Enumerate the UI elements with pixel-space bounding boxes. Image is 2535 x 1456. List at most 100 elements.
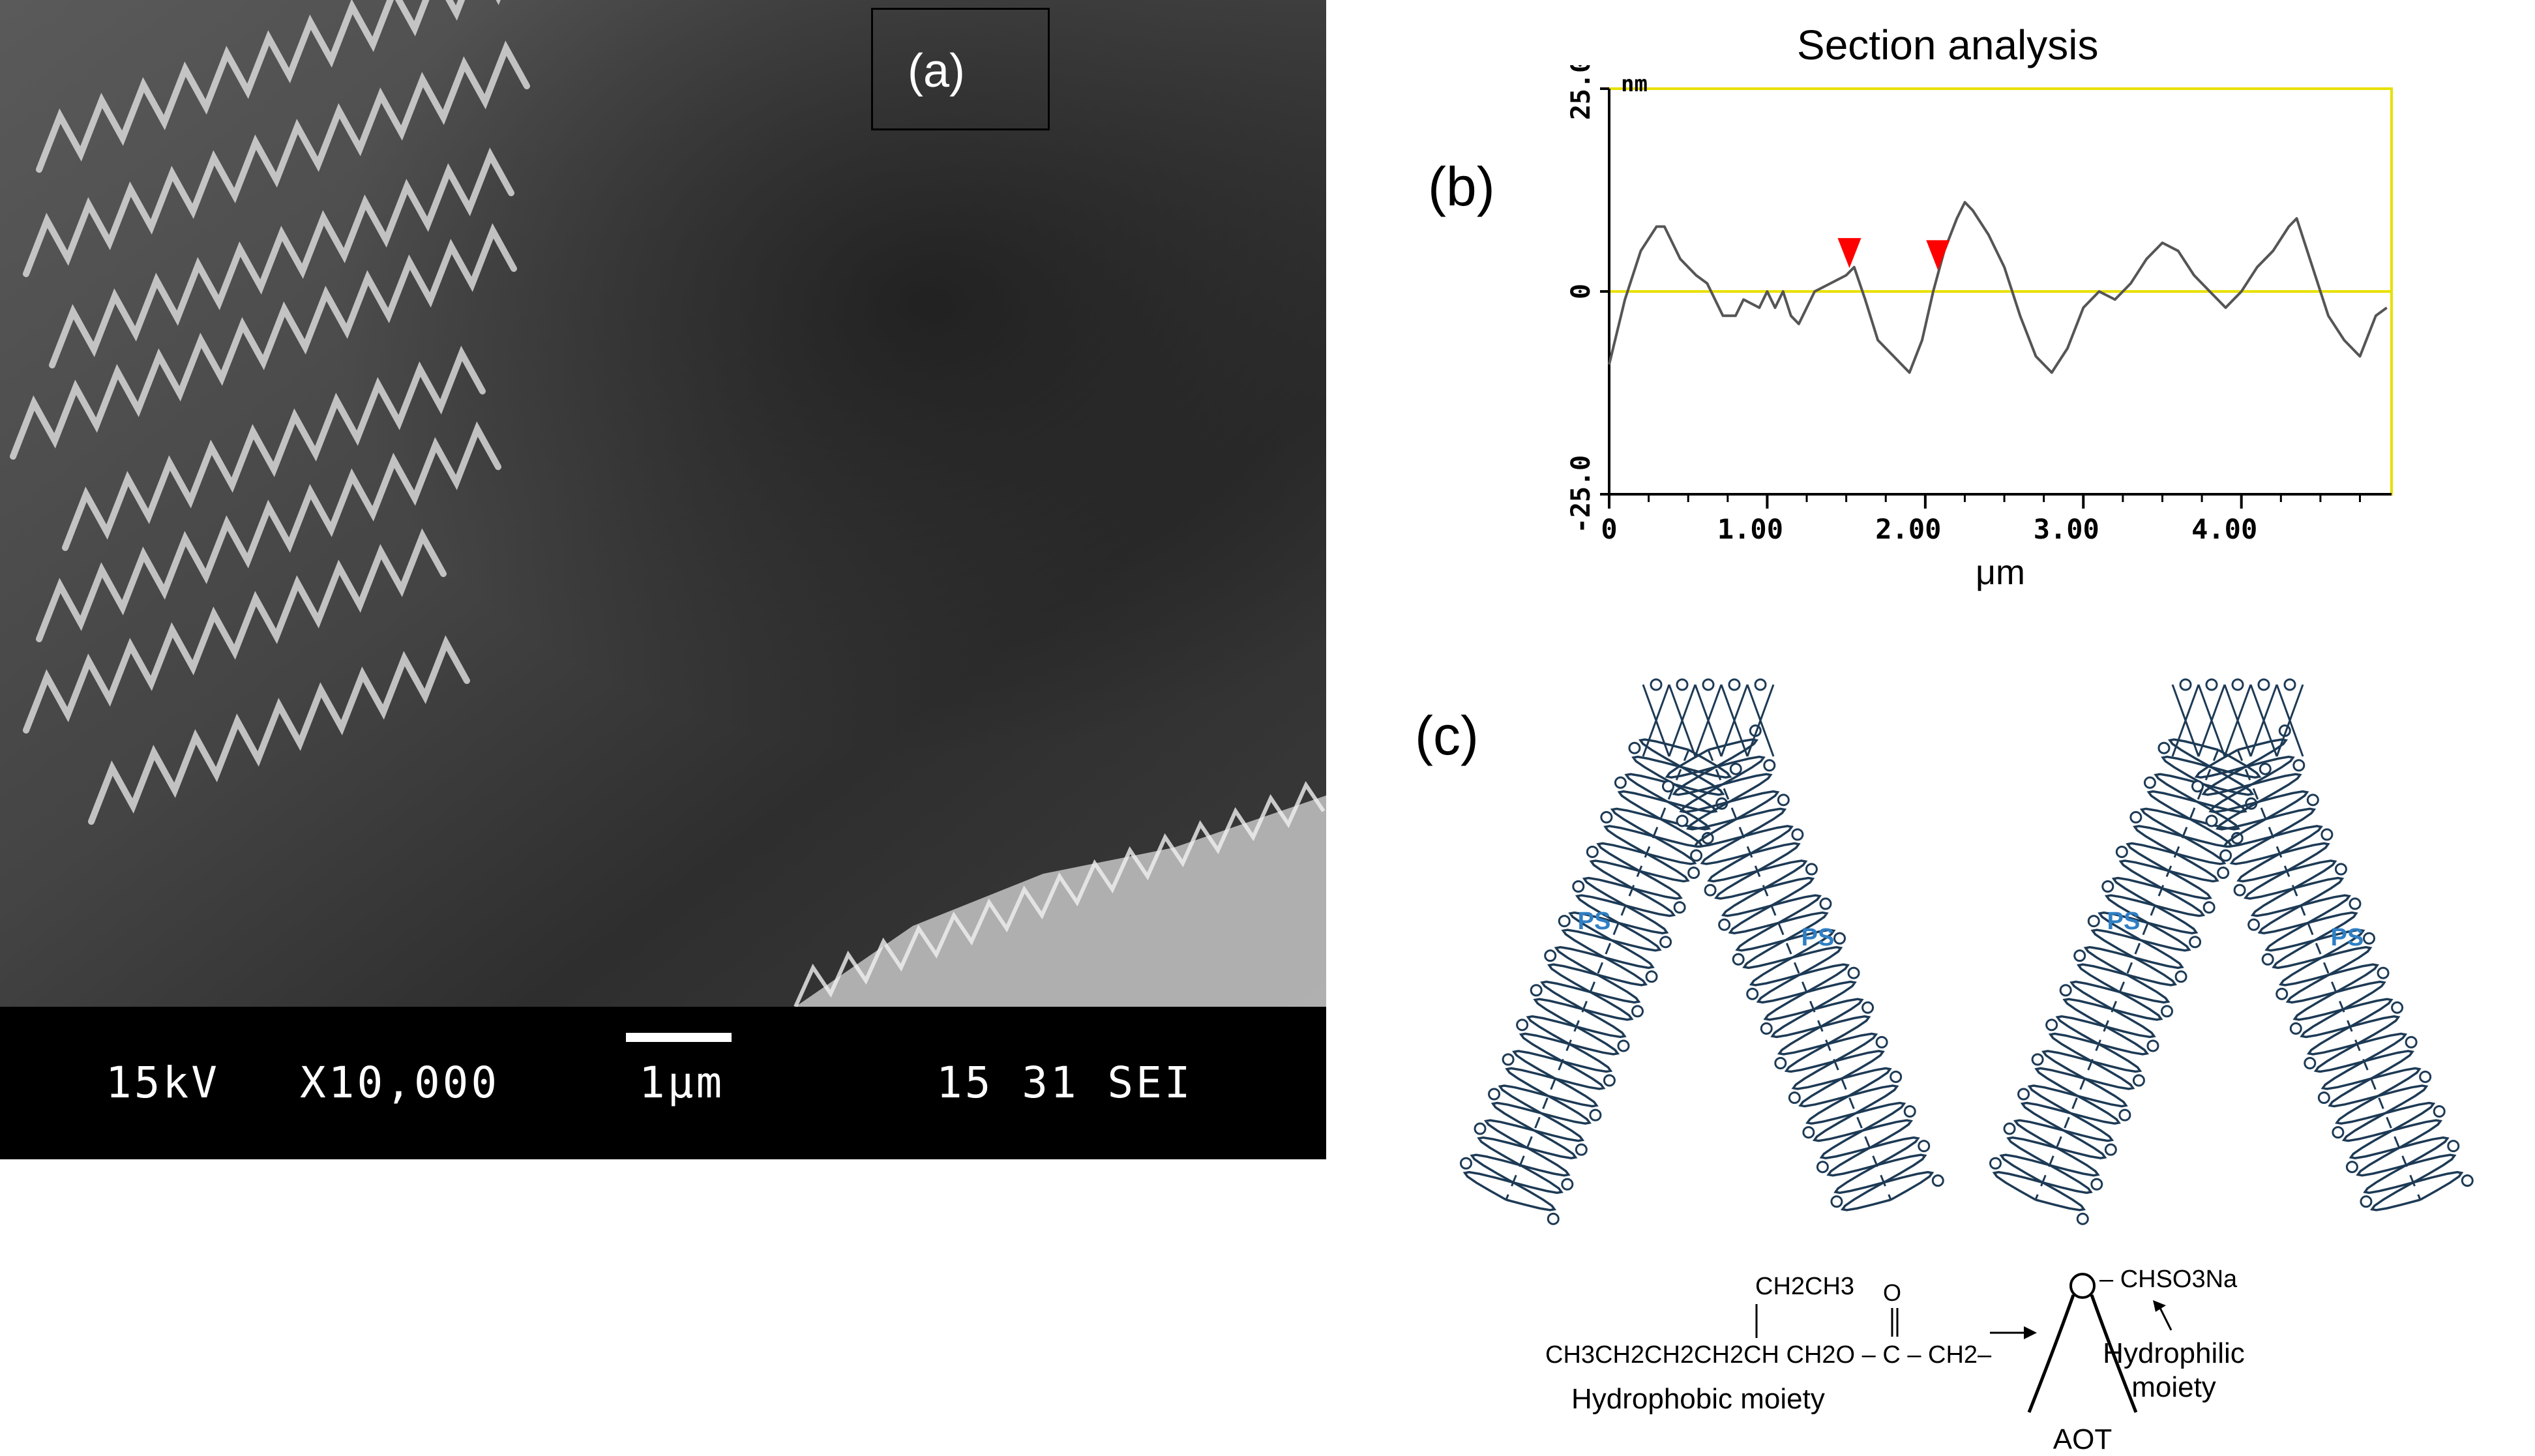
helix-node: [2217, 867, 2230, 880]
sem-info: 15 31 SEI: [936, 1058, 1193, 1108]
helix-node: [1763, 759, 1776, 772]
sem-zigzag-band: [36, 421, 501, 642]
aot-head-group: – CHSO3Na: [2099, 1266, 2238, 1293]
aot-tail-lines: [2027, 1294, 2138, 1413]
helix-node: [1544, 949, 1557, 962]
helix-node: [2104, 1143, 2117, 1156]
helix-node: [2143, 776, 2156, 789]
ps-label: PS: [2107, 908, 2141, 935]
sem-bright-edge-line: [793, 780, 1326, 1007]
helix-node: [1754, 678, 1767, 691]
y-tick-label: 0: [1566, 284, 1596, 299]
helix-node: [1558, 915, 1571, 928]
helix-node: [1833, 932, 1846, 945]
helix-node: [1728, 678, 1741, 691]
hydrophobic-label: Hydrophobic moiety: [1571, 1383, 1825, 1415]
inset-region-box: [871, 8, 1050, 130]
helix-node: [1628, 741, 1641, 754]
helix-node: [2306, 794, 2319, 807]
helix-node: [1931, 1174, 1944, 1187]
helix-node: [2191, 780, 2204, 793]
helix-node: [1903, 1105, 1916, 1118]
cursor-marker: [1837, 238, 1861, 269]
aot-arrow-head: [2153, 1300, 2166, 1312]
helix-node: [2433, 1105, 2446, 1118]
helix-node: [1830, 1195, 1843, 1208]
helix-node: [2304, 1056, 2317, 1069]
sem-zigzag-band: [49, 147, 514, 368]
helix-node: [2146, 1039, 2159, 1052]
helix-node: [1788, 1092, 1801, 1105]
helix-node: [1474, 1122, 1487, 1135]
helix-node: [2247, 918, 2261, 931]
helix-node: [2419, 1070, 2432, 1083]
y-tick-label: -25.0: [1566, 455, 1596, 533]
helix-node: [1530, 984, 1543, 997]
ps-label: PS: [2331, 924, 2364, 951]
helix-node: [1488, 1088, 1501, 1101]
y-unit-label: nm: [1621, 71, 1648, 97]
helix-node: [2129, 810, 2142, 824]
helix-node: [2017, 1088, 2030, 1101]
helix-node: [2073, 949, 2086, 962]
helix-node: [2003, 1122, 2016, 1135]
sem-micrograph-image: [0, 0, 1326, 1007]
helix-strand: [2201, 738, 2457, 1211]
helix-node: [2090, 1178, 2103, 1191]
helix-node: [2101, 880, 2114, 893]
ps-label: PS: [1578, 908, 1611, 935]
chart-title: Section analysis: [1797, 22, 2099, 68]
ps-chain-schematic: PS PS PS PS CH2CH3 O CH3CH2CH2CH2CH CH2O – C …: [1459, 678, 2474, 1455]
helix-strand: [1992, 749, 2262, 1201]
y-tick-label: 25.0: [1566, 65, 1596, 120]
helix-node: [2219, 849, 2232, 862]
helix-node: [2233, 884, 2246, 897]
sem-zigzag-band: [23, 528, 447, 734]
helix-strand: [1462, 749, 1732, 1201]
cursor-marker: [1926, 240, 1950, 271]
x-tick-label: 3.00: [2034, 513, 2099, 545]
helix-node: [2045, 1018, 2058, 1032]
helix-node: [1760, 1022, 1773, 1035]
aot-carbonyl-o: O: [1883, 1279, 1901, 1306]
profile-line: [1608, 201, 2388, 374]
helix-node: [2447, 1140, 2460, 1153]
helix-node: [2174, 970, 2187, 983]
aot-side-chain: CH2CH3: [1755, 1273, 1854, 1300]
helix-node: [2276, 987, 2289, 1000]
panel-a-label: (a): [908, 45, 965, 97]
helix-node: [2031, 1053, 2044, 1066]
helix-node: [2345, 1161, 2358, 1174]
helix-node: [2205, 678, 2218, 691]
helix-node: [2283, 678, 2296, 691]
helix-node: [1603, 1074, 1616, 1087]
helix-top-knot: [1642, 684, 1775, 757]
helix-node: [1575, 1143, 1588, 1156]
helix-node: [2360, 1195, 2373, 1208]
aot-arrow-head: [2024, 1326, 2037, 1339]
ps-labels: PS PS PS PS: [1578, 908, 2364, 951]
helix-node: [1589, 1108, 1602, 1122]
aot-label: AOT: [2053, 1423, 2112, 1455]
helix-node: [2320, 828, 2334, 841]
aot-molecule-diagram: CH2CH3 O CH3CH2CH2CH2CH CH2O – C – CH2– Hyd…: [1545, 1266, 2245, 1455]
helix-node: [1586, 845, 1599, 858]
helix-node: [1861, 1001, 1875, 1014]
helix-node: [2087, 915, 2100, 928]
helix-node: [2115, 845, 2128, 858]
helix-node: [2205, 814, 2218, 827]
helix-strand: [1672, 738, 1927, 1211]
aot-main-chain: CH3CH2CH2CH2CH CH2O – C – CH2–: [1545, 1341, 1992, 1369]
helix-axis: [1707, 749, 1892, 1200]
helix-node: [1875, 1035, 1888, 1048]
helix-node: [1816, 1161, 1829, 1174]
helix-node: [1918, 1140, 1931, 1153]
helix-node: [1659, 936, 1672, 949]
hydrophilic-label: Hydrophilic: [2103, 1337, 2245, 1369]
sem-scale-label: 1μm: [639, 1058, 725, 1108]
helix-node: [2202, 901, 2216, 914]
helix-node: [1777, 794, 1790, 807]
helix-node: [1729, 762, 1742, 775]
ps-label: PS: [1801, 924, 1835, 951]
helix-node: [2377, 966, 2390, 979]
